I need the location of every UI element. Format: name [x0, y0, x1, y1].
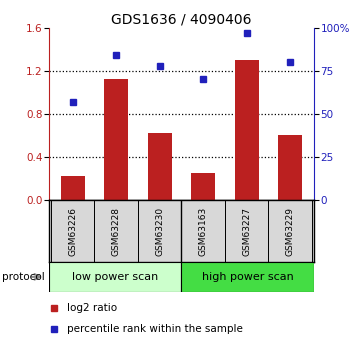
Text: protocol: protocol	[2, 272, 44, 282]
Bar	[61, 176, 84, 200]
Text: GSM63228: GSM63228	[112, 207, 121, 256]
Bar	[49, 262, 182, 292]
Bar	[191, 173, 215, 200]
Text: GSM63163: GSM63163	[199, 207, 208, 256]
Text: GSM63226: GSM63226	[68, 207, 77, 256]
Bar	[235, 60, 258, 200]
Text: GSM63229: GSM63229	[286, 207, 295, 256]
Text: percentile rank within the sample: percentile rank within the sample	[67, 324, 243, 334]
Bar	[268, 200, 312, 262]
Bar	[95, 200, 138, 262]
Bar	[51, 200, 95, 262]
Text: GSM63230: GSM63230	[155, 207, 164, 256]
Text: high power scan: high power scan	[202, 272, 293, 282]
Bar	[104, 79, 128, 200]
Bar	[278, 136, 302, 200]
Text: log2 ratio: log2 ratio	[67, 303, 117, 313]
Text: GSM63227: GSM63227	[242, 207, 251, 256]
Title: GDS1636 / 4090406: GDS1636 / 4090406	[111, 12, 252, 27]
Bar	[182, 262, 314, 292]
Bar	[138, 200, 182, 262]
Bar	[148, 133, 171, 200]
Bar	[182, 200, 225, 262]
Text: low power scan: low power scan	[72, 272, 158, 282]
Bar	[225, 200, 268, 262]
